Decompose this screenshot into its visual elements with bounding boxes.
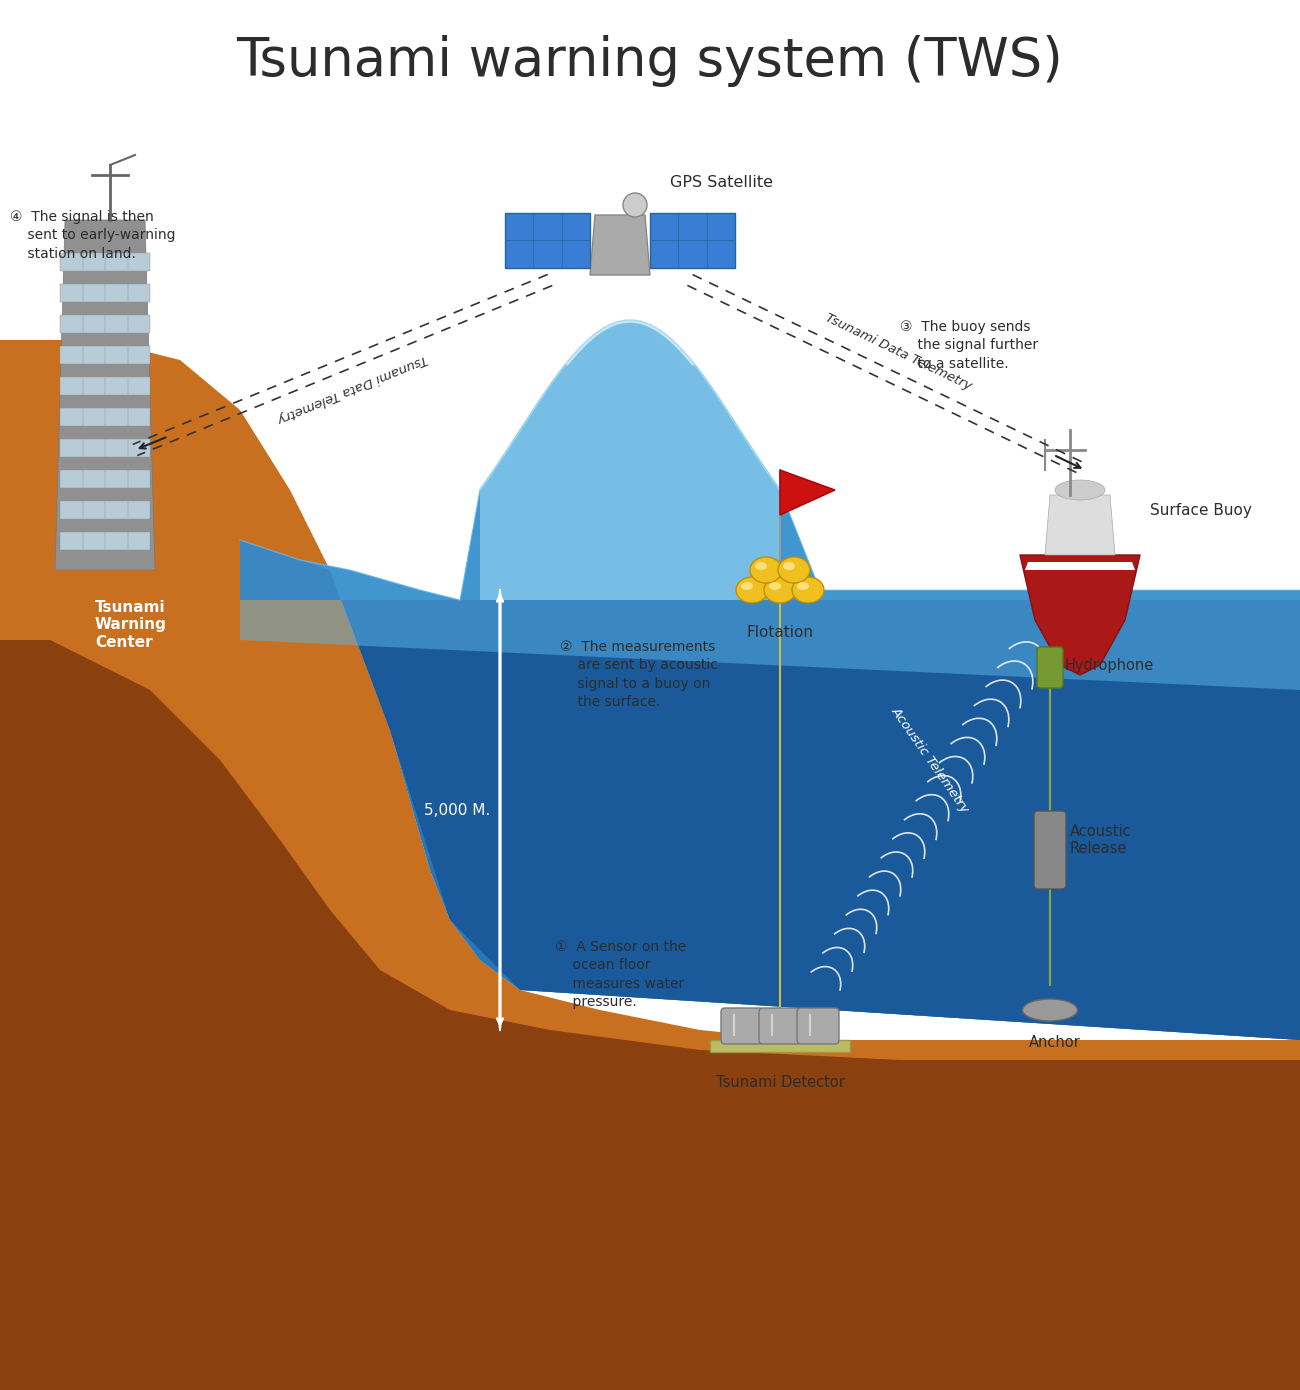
Ellipse shape: [1056, 480, 1105, 500]
FancyBboxPatch shape: [60, 284, 150, 302]
Text: Surface Buoy: Surface Buoy: [1150, 503, 1252, 517]
FancyBboxPatch shape: [60, 470, 150, 488]
FancyBboxPatch shape: [60, 253, 150, 271]
FancyBboxPatch shape: [60, 500, 150, 518]
Ellipse shape: [770, 582, 781, 589]
Text: ①  A Sensor on the
    ocean floor
    measures water
    pressure.: ① A Sensor on the ocean floor measures w…: [555, 940, 686, 1009]
Text: Acoustic Telemetry: Acoustic Telemetry: [888, 705, 971, 816]
Text: GPS Satellite: GPS Satellite: [670, 175, 774, 190]
Ellipse shape: [1023, 999, 1078, 1022]
FancyBboxPatch shape: [1037, 646, 1063, 688]
FancyBboxPatch shape: [60, 346, 150, 364]
FancyBboxPatch shape: [650, 213, 734, 267]
Text: Hydrophone: Hydrophone: [1065, 657, 1154, 673]
Ellipse shape: [797, 582, 809, 589]
Text: Tsunami Data Telemetry: Tsunami Data Telemetry: [823, 311, 974, 393]
Text: Acoustic
Release: Acoustic Release: [1070, 824, 1131, 856]
Text: Tsunami warning system (TWS): Tsunami warning system (TWS): [237, 35, 1063, 88]
Text: Tsunami
Warning
Center: Tsunami Warning Center: [95, 600, 166, 649]
FancyBboxPatch shape: [60, 439, 150, 457]
Polygon shape: [480, 320, 780, 600]
Ellipse shape: [741, 582, 753, 589]
Polygon shape: [55, 220, 155, 570]
Polygon shape: [590, 215, 650, 275]
Ellipse shape: [792, 577, 824, 603]
FancyBboxPatch shape: [60, 409, 150, 425]
FancyBboxPatch shape: [797, 1008, 838, 1044]
Circle shape: [623, 193, 647, 217]
Ellipse shape: [783, 562, 796, 570]
Text: ③  The buoy sends
    the signal further
    to a satellite.: ③ The buoy sends the signal further to a…: [900, 320, 1039, 371]
FancyBboxPatch shape: [60, 316, 150, 334]
FancyBboxPatch shape: [60, 377, 150, 395]
Ellipse shape: [736, 577, 768, 603]
Polygon shape: [0, 341, 1300, 1390]
Ellipse shape: [755, 562, 767, 570]
Ellipse shape: [750, 557, 783, 582]
Text: Flotation: Flotation: [746, 626, 814, 639]
Text: Tsunami Data Telemetry: Tsunami Data Telemetry: [276, 352, 429, 425]
Text: ④  The signal is then
    sent to early-warning
    station on land.: ④ The signal is then sent to early-warni…: [10, 210, 176, 261]
Polygon shape: [240, 320, 1300, 689]
Text: Tsunami Detector: Tsunami Detector: [715, 1074, 845, 1090]
Polygon shape: [240, 320, 1300, 1040]
FancyBboxPatch shape: [504, 213, 590, 267]
FancyBboxPatch shape: [710, 1040, 850, 1052]
FancyBboxPatch shape: [722, 1008, 763, 1044]
Ellipse shape: [764, 577, 796, 603]
Polygon shape: [780, 470, 835, 516]
Text: ②  The measurements
    are sent by acoustic
    signal to a buoy on
    the sur: ② The measurements are sent by acoustic …: [560, 639, 718, 709]
Text: 5,000 M.: 5,000 M.: [424, 802, 490, 817]
Polygon shape: [0, 639, 1300, 1390]
Ellipse shape: [777, 557, 810, 582]
FancyBboxPatch shape: [1034, 810, 1066, 890]
FancyBboxPatch shape: [759, 1008, 801, 1044]
Polygon shape: [1045, 495, 1115, 555]
FancyBboxPatch shape: [60, 532, 150, 550]
Polygon shape: [240, 539, 1300, 1040]
Polygon shape: [240, 320, 1300, 1040]
Text: Anchor: Anchor: [1030, 1036, 1080, 1049]
Polygon shape: [1020, 555, 1140, 676]
Polygon shape: [1024, 562, 1135, 570]
